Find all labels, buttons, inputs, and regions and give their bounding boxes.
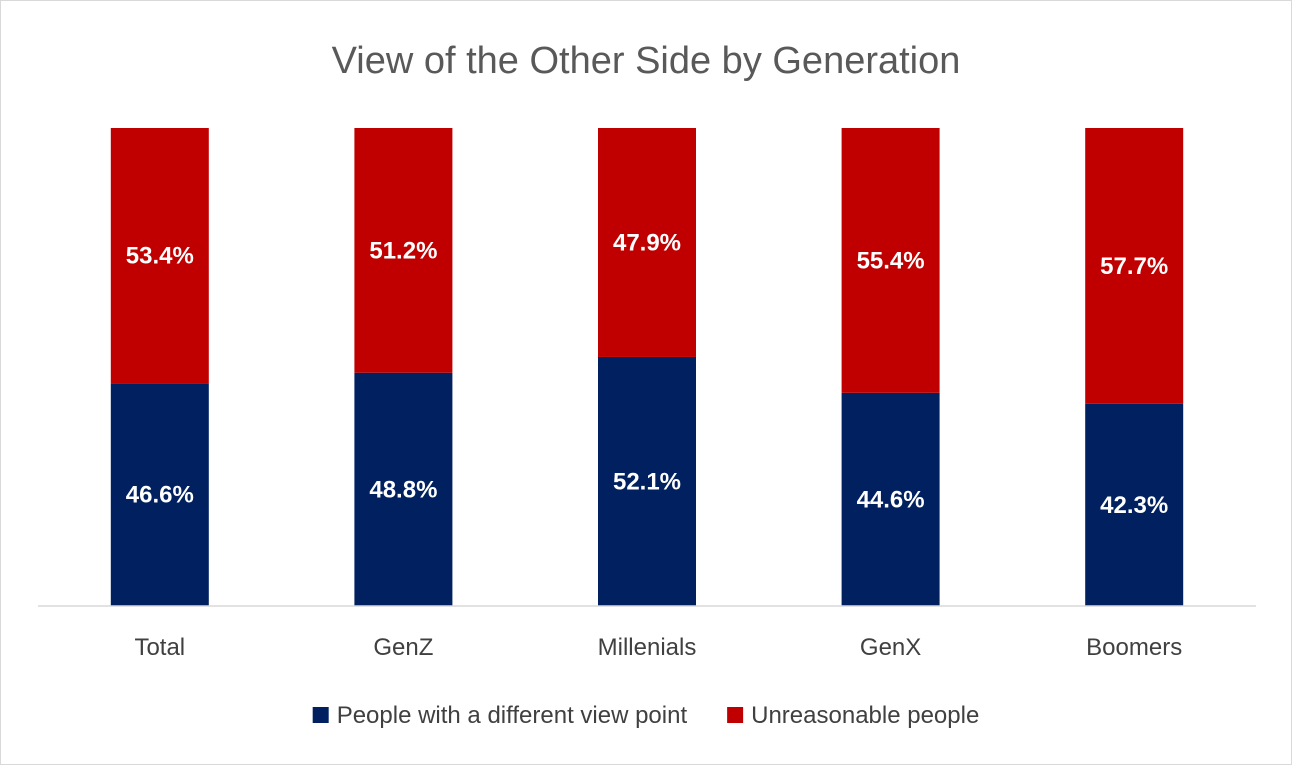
data-label-genx-series-1: 44.6% [857,486,925,513]
bar-genz-series-2 [354,128,453,373]
category-label-total: Total [134,634,185,661]
bar-boomers-series-2 [1085,128,1184,404]
category-label-genz: GenZ [373,634,433,661]
data-label-genx-series-2: 55.4% [857,247,925,274]
category-label-genx: GenX [860,634,921,661]
legend-swatch-2 [727,707,744,723]
legend: People with a different view point Unreas… [312,702,979,729]
legend-item-2: Unreasonable people [727,702,979,729]
bar-genz-series-1 [354,372,453,606]
data-label-total-series-1: 46.6% [126,482,194,509]
legend-label-1: People with a different view point [337,702,688,729]
bar-boomers-series-1 [1085,403,1184,606]
data-label-millenials-series-1: 52.1% [613,468,681,495]
legend-label-2: Unreasonable people [751,702,979,729]
data-label-boomers-series-1: 42.3% [1100,492,1168,519]
category-label-boomers: Boomers [1086,634,1182,661]
chart-title: View of the Other Side by Generation [332,40,961,82]
data-label-total-series-2: 53.4% [126,243,194,270]
data-label-genz-series-1: 48.8% [369,476,437,503]
data-label-boomers-series-2: 57.7% [1100,253,1168,280]
legend-swatch-1 [312,707,329,723]
bar-total-series-2 [110,128,209,384]
bar-genx-series-1 [841,392,940,606]
bar-genx-series-2 [841,128,940,393]
bar-millenials-series-1 [598,356,696,606]
bar-total-series-1 [110,383,209,606]
data-label-millenials-series-2: 47.9% [613,229,681,256]
bars-group: 46.6% 53.4% 48.8% 51.2% 52.1% 47.9% 44.6% 55.4%… [110,128,1184,606]
legend-item-1: People with a different view point [312,702,688,729]
category-label-millenials: Millenials [598,634,697,661]
bar-millenials-series-2 [598,128,696,357]
data-label-genz-series-2: 51.2% [369,237,437,264]
category-labels: Total GenZ Millenials GenX Boomers [134,634,1182,661]
